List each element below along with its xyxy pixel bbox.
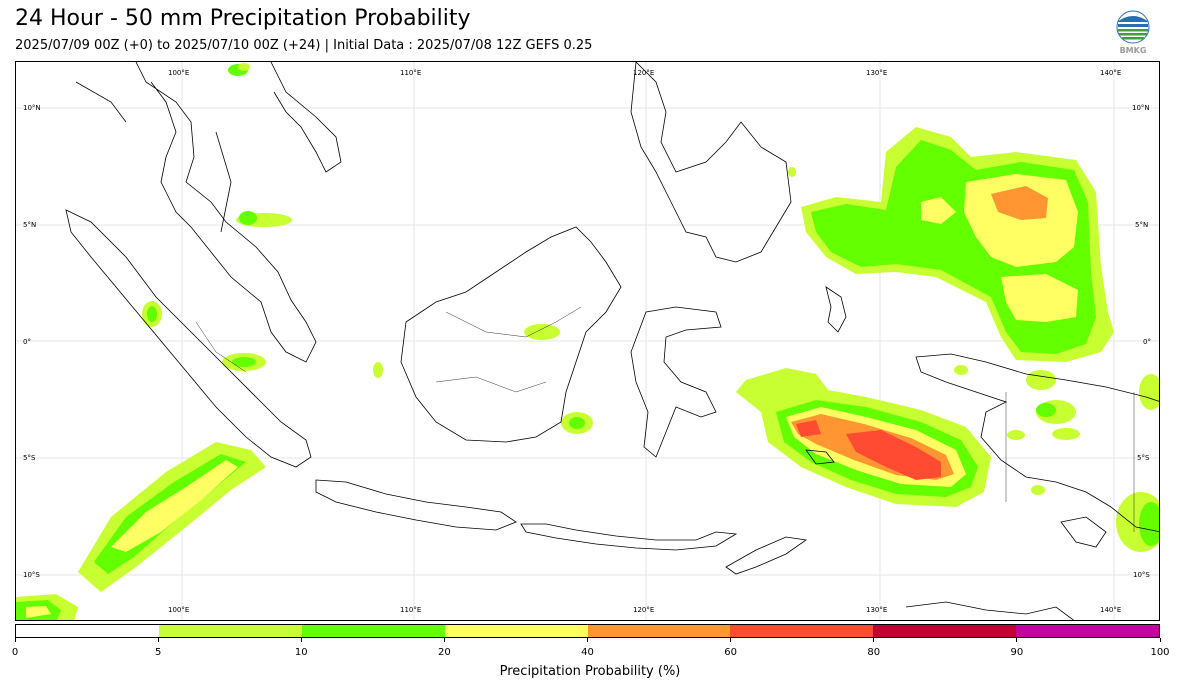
logo-lettering: BMKG	[1120, 46, 1147, 55]
lat-label-left-3: 0°	[23, 338, 31, 346]
lon-label-top-1: 100°E	[168, 69, 189, 77]
colorbar-tick-label: 40	[581, 647, 594, 658]
chart-title: 24 Hour - 50 mm Precipitation Probabilit…	[15, 6, 471, 31]
precip-area-southwest	[16, 442, 266, 620]
precipitation-map: 100°E 110°E 120°E 130°E 140°E 100°E 110°…	[15, 61, 1160, 621]
colorbar-tick-mark	[1016, 638, 1018, 642]
map-canvas: 100°E 110°E 120°E 130°E 140°E 100°E 110°…	[16, 62, 1159, 620]
precip-area-small-patches	[142, 63, 796, 434]
colorbar-tick-label: 80	[867, 647, 881, 658]
colorbar-tick-label: 100	[1150, 647, 1170, 658]
colorbar-segment	[730, 625, 874, 637]
lon-label-bottom-2: 110°E	[400, 606, 421, 614]
colorbar-segment	[158, 625, 302, 637]
lat-label-right-4: 5°S	[1137, 454, 1150, 462]
colorbar	[15, 624, 1160, 638]
lat-label-right-5: 10°S	[1133, 571, 1150, 579]
precip-area-banda-sea	[736, 368, 991, 507]
colorbar-tick-mark	[300, 638, 302, 642]
lon-label-bottom-3: 120°E	[633, 606, 654, 614]
colorbar-tick-label: 90	[1010, 647, 1024, 658]
colorbar-tick-mark	[443, 638, 445, 642]
lon-label-bottom-4: 130°E	[866, 606, 887, 614]
colorbar-segment	[16, 625, 159, 637]
coastlines	[65, 62, 1159, 620]
colorbar-segment	[587, 625, 731, 637]
colorbar-tick-label: 5	[154, 647, 162, 658]
gridlines	[16, 62, 1159, 620]
bmkg-logo: BMKG	[1114, 10, 1152, 56]
lat-label-left-1: 10°N	[23, 104, 41, 112]
chart-subtitle: 2025/07/09 00Z (+0) to 2025/07/10 00Z (+…	[15, 38, 593, 53]
lon-label-top-3: 120°E	[633, 69, 654, 77]
lat-label-right-1: 10°N	[1132, 104, 1150, 112]
lon-label-bottom-1: 100°E	[168, 606, 189, 614]
lat-label-left-2: 5°N	[23, 221, 36, 229]
precip-area-northeast	[801, 127, 1114, 362]
lon-label-top-5: 140°E	[1100, 69, 1121, 77]
colorbar-segment	[301, 625, 445, 637]
colorbar-label: Precipitation Probability (%)	[499, 664, 681, 679]
colorbar-tick-mark	[157, 638, 159, 642]
colorbar-tick-mark	[1159, 638, 1161, 642]
colorbar-tick-mark	[873, 638, 875, 642]
colorbar-segment	[1016, 625, 1159, 637]
colorbar-tick-label: 10	[294, 647, 308, 658]
lat-label-left-5: 10°S	[23, 571, 40, 579]
lat-label-right-2: 5°N	[1135, 221, 1148, 229]
colorbar-tick-label: 20	[438, 647, 451, 658]
colorbar-tick-mark	[730, 638, 732, 642]
lat-label-right-3: 0°	[1143, 338, 1151, 346]
political-borders	[195, 306, 1135, 532]
colorbar-tick-mark	[14, 638, 16, 642]
lat-label-left-4: 5°S	[23, 454, 36, 462]
lon-label-top-2: 110°E	[400, 69, 421, 77]
lon-label-bottom-5: 140°E	[1100, 606, 1121, 614]
colorbar-segment	[444, 625, 588, 637]
colorbar-tick-label: 0	[11, 647, 19, 658]
colorbar-tick-mark	[587, 638, 588, 642]
lon-label-top-4: 130°E	[866, 69, 887, 77]
colorbar-tick-label: 60	[724, 647, 737, 658]
colorbar-segment	[873, 625, 1017, 637]
